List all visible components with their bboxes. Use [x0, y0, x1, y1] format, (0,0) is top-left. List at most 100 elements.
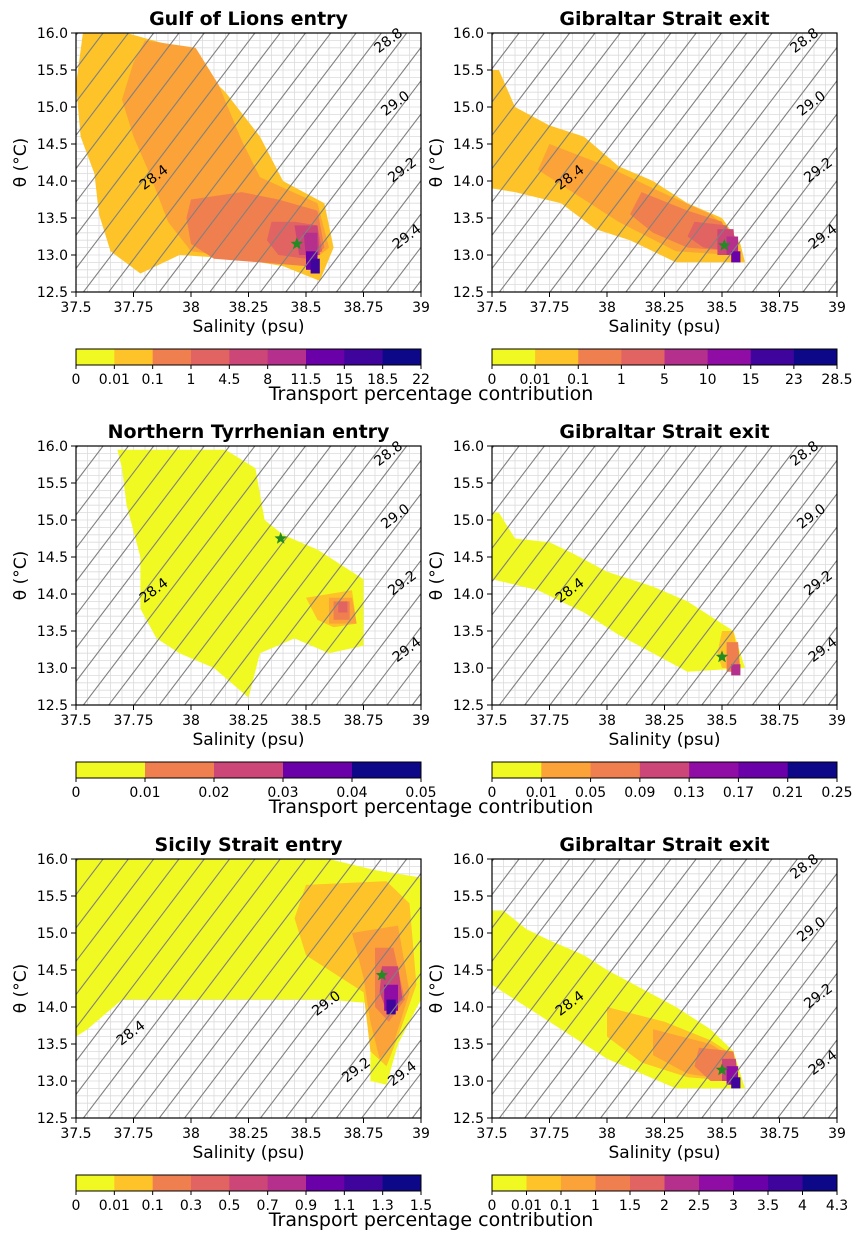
- colorbar-segment: [229, 1175, 269, 1191]
- x-tick-label: 38: [182, 1126, 200, 1142]
- colorbar-segment: [492, 762, 542, 778]
- colorbar-tick-label: 23: [785, 372, 803, 388]
- colorbar-tick-label: 28.5: [821, 372, 852, 388]
- y-tick-label: 13.5: [37, 624, 68, 640]
- y-tick-label: 15.0: [37, 926, 68, 942]
- colorbar-tick-label: 0.17: [723, 785, 754, 801]
- colorbar-segment: [535, 349, 579, 365]
- isopycnal-line: [549, 859, 748, 1118]
- colorbar-segment: [630, 1175, 665, 1191]
- isopycnal-line: [498, 859, 697, 1118]
- data-cells: [76, 33, 334, 281]
- y-tick-label: 13.0: [453, 1074, 484, 1090]
- isopycnal-line: [76, 859, 104, 896]
- isopycnal-line: [158, 859, 357, 1118]
- isopycnal-line: [492, 859, 571, 963]
- colorbar-segment: [664, 1175, 700, 1191]
- x-tick-label: 37.5: [476, 713, 507, 729]
- y-tick-label: 15.0: [453, 513, 484, 529]
- colorbar-tick-label: 4: [798, 1198, 807, 1214]
- colorbar-tick-label: 0.1: [142, 372, 164, 388]
- colorbar-tick-label: 0.01: [129, 785, 160, 801]
- isopycnal-line: [492, 859, 647, 1063]
- isopycnal-line: [76, 33, 205, 203]
- isopycnal-line: [386, 659, 421, 705]
- x-tick-label: 37.75: [529, 713, 569, 729]
- x-tick-label: 38.25: [228, 300, 268, 316]
- colorbar-tick-label: 0.04: [336, 785, 367, 801]
- x-tick-label: 38.75: [759, 300, 799, 316]
- x-tick-label: 38.5: [706, 300, 737, 316]
- isopycnal-line: [777, 213, 837, 292]
- isopycnal-line: [259, 492, 421, 705]
- isopycnals: [76, 33, 421, 292]
- colorbar-segment: [492, 349, 536, 365]
- isopycnal-line: [361, 626, 421, 705]
- colorbar-tick-label: 1: [617, 372, 626, 388]
- isopycnals: [492, 33, 837, 292]
- isopycnal-line: [310, 559, 421, 705]
- isopycnal-label: 29.2: [385, 155, 420, 187]
- y-tick-label: 13.5: [453, 624, 484, 640]
- isopycnal-label: 29.4: [390, 634, 425, 666]
- y-tick-label: 14.5: [453, 137, 484, 153]
- isopycnal-label: 28.8: [371, 25, 406, 57]
- colorbar-title: Transport percentage contribution: [268, 796, 594, 818]
- colorbar-segment: [541, 762, 592, 778]
- x-axis-label: Salinity (psu): [609, 317, 721, 337]
- isopycnal-line: [209, 446, 408, 705]
- y-tick-label: 13.5: [37, 1037, 68, 1053]
- y-axis: 12.5 13.0 13.5 14.0 14.5 15.0 15.5 16.0: [37, 26, 76, 301]
- isopycnals: [492, 446, 837, 705]
- colorbar-segment: [76, 1175, 115, 1191]
- y-axis: 12.5 13.0 13.5 14.0 14.5 15.0 15.5 16.0: [453, 439, 492, 714]
- isopycnal-label: 29.4: [806, 634, 841, 666]
- isopycnal-line: [802, 246, 837, 292]
- isopycnal-line: [310, 146, 421, 292]
- colorbar-tick-label: 15: [335, 372, 353, 388]
- isopycnal-line: [76, 446, 205, 616]
- isopycnal-line: [650, 872, 837, 1118]
- isopycnal-label: 29.4: [806, 221, 841, 253]
- x-tick-label: 38: [598, 713, 616, 729]
- colorbar-segment: [787, 762, 838, 778]
- isopycnal-line: [524, 859, 723, 1118]
- isopycnal-line: [76, 33, 155, 137]
- colorbar-tick-label: 0.01: [99, 372, 130, 388]
- isopycnal-line: [76, 859, 155, 963]
- colorbar-tick-label: 1: [187, 372, 196, 388]
- colorbar-segment: [267, 1175, 307, 1191]
- colorbar-frame: [75, 1174, 422, 1192]
- colorbar-tick-label: 2.5: [688, 1198, 710, 1214]
- isopycnal-line: [234, 872, 421, 1118]
- y-tick-label: 15.0: [453, 926, 484, 942]
- y-tick-label: 15.5: [37, 476, 68, 492]
- isopycnal-line: [751, 1005, 837, 1118]
- colorbar: 0 0.01 0.05 0.09 0.13 0.17 0.21 0.25: [488, 761, 853, 801]
- isopycnal-line: [183, 33, 383, 292]
- x-tick-label: 38: [182, 713, 200, 729]
- isopycnal-label: 29.4: [806, 1047, 841, 1079]
- colorbar-segment: [738, 762, 789, 778]
- x-tick-label: 37.75: [113, 300, 153, 316]
- data-cells: [492, 70, 745, 263]
- isopycnal-line: [492, 446, 571, 550]
- colorbar-segment: [191, 1175, 230, 1191]
- isopycnal-line: [108, 446, 307, 705]
- isopycnal-line: [650, 46, 837, 292]
- colorbar-tick-label: 10: [699, 372, 717, 388]
- x-tick-label: 38.5: [290, 1126, 321, 1142]
- colorbar-segment: [382, 349, 422, 365]
- isopycnal-line: [76, 859, 205, 1029]
- isopycnal-line: [726, 146, 837, 292]
- isopycnal-line: [361, 1039, 421, 1118]
- x-tick-label: 38: [598, 1126, 616, 1142]
- isopycnal-line: [285, 939, 421, 1118]
- x-tick-label: 37.75: [113, 1126, 153, 1142]
- isopycnal-line: [183, 859, 383, 1118]
- panel-title: Gibraltar Strait exit: [559, 834, 769, 856]
- x-tick-label: 39: [828, 713, 846, 729]
- isopycnal-line: [133, 33, 332, 292]
- x-tick-label: 39: [412, 1126, 430, 1142]
- y-tick-label: 14.5: [453, 550, 484, 566]
